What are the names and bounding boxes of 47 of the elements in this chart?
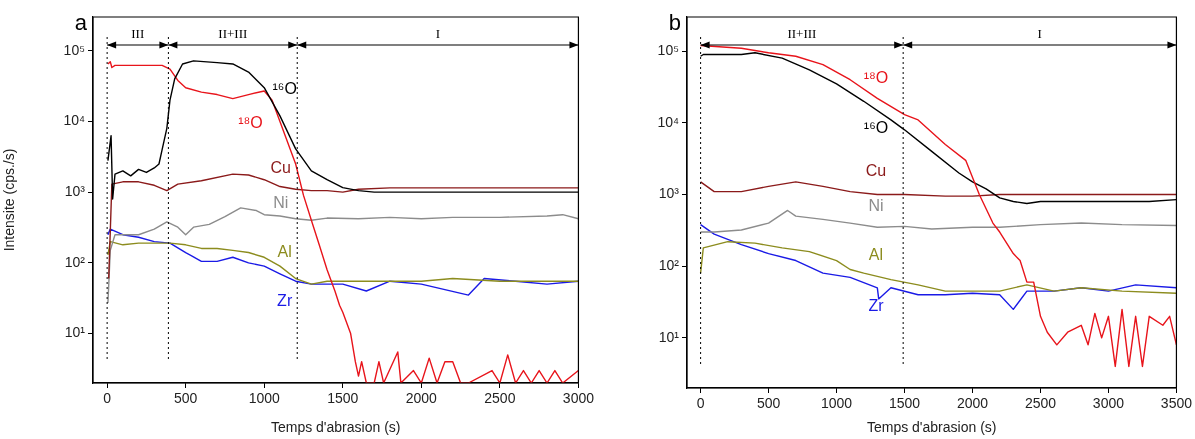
- y-tick-label: 10³: [64, 183, 86, 200]
- x-tick-label: 1500: [888, 395, 921, 412]
- annotation: III: [131, 26, 145, 41]
- x-tick-label: 2500: [1024, 395, 1057, 412]
- series-label: ¹⁸O: [238, 114, 263, 132]
- y-tick-label: 10⁵: [657, 42, 679, 59]
- y-tick-label: 10²: [64, 253, 86, 270]
- x-tick-label: 1500: [327, 390, 359, 407]
- x-tick-label: 500: [174, 390, 198, 407]
- annotation: II+III: [218, 26, 248, 41]
- y-axis-title: Intensite (cps./s): [1, 148, 18, 252]
- annotation: I: [435, 26, 440, 41]
- annotation: II+III: [787, 26, 817, 41]
- chart-title: b: [668, 10, 681, 36]
- series-label: ¹⁶O: [863, 119, 889, 137]
- y-tick-label: 10⁴: [657, 113, 679, 130]
- series-label: Al: [277, 242, 292, 260]
- x-axis-title: Temps d'abrasion (s): [866, 419, 997, 436]
- y-tick-label: 10³: [658, 185, 680, 202]
- series-label: Ni: [273, 193, 289, 211]
- series-label: ¹⁸O: [863, 68, 889, 86]
- x-tick-label: 2000: [956, 395, 989, 412]
- y-tick-label: 10⁵: [63, 41, 85, 58]
- x-tick-label: 1000: [820, 395, 853, 412]
- x-tick-label: 500: [756, 395, 781, 412]
- x-axis-title: Temps d'abrasion (s): [270, 419, 401, 436]
- x-tick-label: 3500: [1160, 395, 1193, 412]
- series-label: Zr: [868, 297, 885, 315]
- series-label: Cu: [270, 158, 291, 176]
- x-tick-label: 2500: [484, 390, 516, 407]
- annotation: I: [1037, 26, 1042, 41]
- series-label: Zr: [277, 292, 293, 310]
- series-label: Al: [868, 246, 884, 264]
- series-label: ¹⁶O: [272, 80, 297, 98]
- chart-title: a: [74, 10, 88, 36]
- series-label: Cu: [865, 161, 887, 179]
- x-tick-label: 0: [696, 395, 705, 412]
- x-tick-label: 3000: [1092, 395, 1125, 412]
- x-tick-label: 0: [103, 390, 112, 407]
- y-tick-label: 10²: [658, 257, 680, 274]
- y-tick-label: 10⁴: [63, 112, 85, 129]
- x-tick-label: 1000: [248, 390, 281, 407]
- x-tick-label: 2000: [405, 390, 438, 407]
- x-tick-label: 3000: [562, 390, 595, 407]
- y-tick-label: 10¹: [658, 328, 680, 345]
- y-tick-label: 10¹: [64, 324, 86, 341]
- series-label: Ni: [868, 196, 884, 214]
